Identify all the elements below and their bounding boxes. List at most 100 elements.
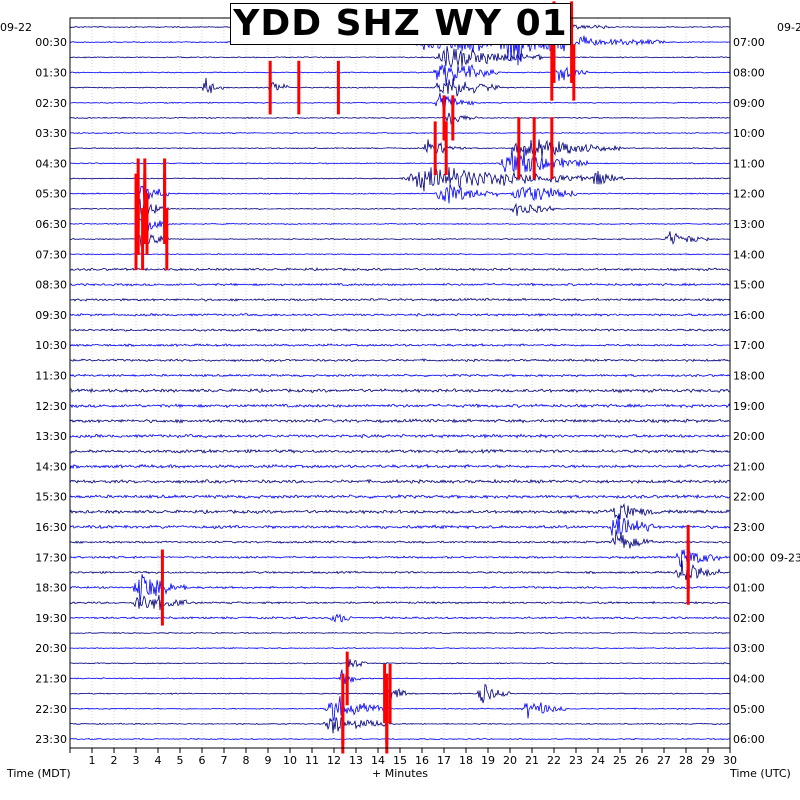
trace-row: [69, 147, 731, 173]
x-tick-label: 7: [221, 754, 228, 767]
trace-row: [69, 669, 730, 687]
x-axis: 1 2 3 4 5 6 7 8 9 10 11 12 13 14 15 16 17 18 19 20 21 22 23 24 2…: [69, 748, 737, 767]
trace-row: [69, 230, 731, 247]
right-time-label: 08:00: [733, 66, 765, 79]
left-time-label: 00:30: [35, 36, 67, 49]
x-tick-label: 18: [459, 754, 473, 767]
x-axis-label: + Minutes: [372, 767, 428, 780]
right-time-label: 14:00: [733, 248, 765, 261]
x-tick-label: 24: [591, 754, 605, 767]
trace-row: [69, 657, 731, 668]
clipped-spike: [160, 549, 164, 626]
trace-row: [69, 297, 731, 302]
x-tick-label: 22: [547, 754, 561, 767]
trace-row: [69, 387, 731, 394]
x-tick-label: 20: [503, 754, 517, 767]
right-time-label: 01:00: [733, 582, 765, 595]
x-tick-label: 4: [155, 754, 162, 767]
trace-row: [69, 402, 731, 409]
left-time-label: 13:30: [35, 430, 67, 443]
left-time-axis: 00:30 01:30 02:30 03:30 04:30 05:30 06:30 07:30…: [35, 36, 67, 746]
trace-row: [69, 282, 731, 287]
x-tick-label: 16: [415, 754, 429, 767]
left-time-label: 01:30: [35, 66, 67, 79]
left-time-label: 21:30: [35, 672, 67, 685]
trace-row: [69, 418, 731, 424]
trace-row: [69, 45, 731, 69]
right-time-label: 04:00: [733, 672, 765, 685]
clipped-spike: [136, 192, 140, 255]
clipped-spike: [385, 694, 389, 754]
x-tick-label: 12: [327, 754, 341, 767]
right-time-label: 06:00: [733, 733, 765, 746]
x-tick-label: 13: [349, 754, 363, 767]
left-time-label: 03:30: [35, 127, 67, 140]
trace-row: [69, 493, 731, 500]
trace-row: [70, 358, 730, 363]
left-time-label: 18:30: [35, 582, 67, 595]
trace-row: [69, 631, 731, 635]
left-time-label: 10:30: [35, 339, 67, 352]
x-tick-label: 10: [283, 754, 297, 767]
x-tick-label: 28: [679, 754, 693, 767]
trace-row: [69, 343, 731, 348]
left-time-label: 19:30: [35, 612, 67, 625]
trace-row: [69, 448, 731, 454]
title-box: YDD SHZ WY 01: [230, 3, 571, 45]
clipped-spike: [268, 60, 272, 115]
x-tick-label: 3: [133, 754, 140, 767]
right-axis-label: Time (UTC): [729, 767, 791, 780]
clipped-spike: [550, 117, 554, 180]
right-time-label: 00:00: [733, 551, 765, 564]
left-time-label: 12:30: [35, 400, 67, 413]
date-change-label: 09-23: [770, 551, 800, 564]
clipped-spike: [165, 208, 169, 271]
trace-row: [69, 167, 731, 192]
right-time-label: 11:00: [733, 157, 765, 170]
left-time-label: 11:30: [35, 369, 67, 382]
x-tick-label: 1: [89, 754, 96, 767]
trace-row: [70, 183, 731, 205]
clipped-spike: [143, 173, 147, 244]
x-tick-label: 21: [525, 754, 539, 767]
clipped-spike: [341, 694, 345, 754]
right-time-label: 05:00: [733, 703, 765, 716]
x-tick-label: 29: [701, 754, 715, 767]
right-time-label: 17:00: [733, 339, 765, 352]
x-tick-label: 6: [199, 754, 206, 767]
trace-row: [69, 503, 731, 520]
right-time-label: 15:00: [733, 279, 765, 292]
trace-row: [69, 683, 731, 704]
right-time-label: 19:00: [733, 400, 765, 413]
trace-row: [70, 139, 730, 158]
trace-row: [69, 312, 731, 317]
right-time-label: 09:00: [733, 97, 765, 110]
trace-row: [69, 613, 731, 623]
clipped-spike: [163, 173, 167, 244]
left-axis-label: Time (MDT): [6, 767, 71, 780]
x-tick-label: 30: [723, 754, 737, 767]
clipped-spike: [517, 117, 521, 180]
clipped-spike: [444, 121, 448, 175]
right-time-axis: 07:00 08:00 09:00 10:00 11:00 12:00 13:00 14:00…: [733, 36, 800, 746]
trace-row: [69, 92, 731, 109]
clipped-spike: [442, 95, 446, 141]
traces: [69, 19, 731, 741]
right-time-label: 21:00: [733, 460, 765, 473]
clipped-spike: [550, 44, 554, 101]
left-time-label: 07:30: [35, 248, 67, 261]
clipped-spike: [572, 44, 576, 101]
left-time-label: 23:30: [35, 733, 67, 746]
x-tick-label: 2: [111, 754, 118, 767]
clipped-spike: [433, 121, 437, 175]
x-tick-label: 23: [569, 754, 583, 767]
clipped-spike: [686, 540, 690, 605]
left-time-label: 05:30: [35, 188, 67, 201]
x-tick-label: 8: [243, 754, 250, 767]
right-time-label: 07:00: [733, 36, 765, 49]
left-time-label: 20:30: [35, 642, 67, 655]
right-time-label: 13:00: [733, 218, 765, 231]
x-tick-label: 9: [265, 754, 272, 767]
chart-title: YDD SHZ WY 01: [233, 3, 568, 44]
